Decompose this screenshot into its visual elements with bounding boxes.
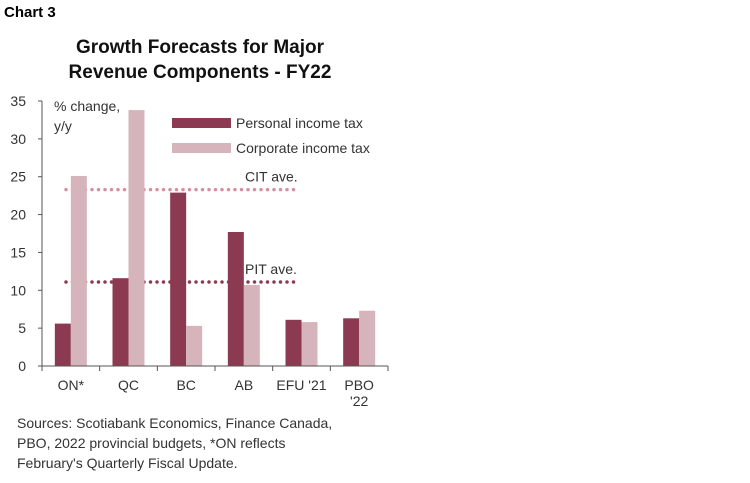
x-category-label-line: QC (118, 377, 139, 393)
bar-personal-income-tax (112, 278, 129, 366)
bar-corporate-income-tax (128, 110, 145, 366)
chart-title-line-1: Growth Forecasts for Major (75, 37, 325, 58)
y-tick-label: 25 (10, 169, 26, 185)
y-tick-label: 10 (10, 282, 26, 298)
legend-label: Corporate income tax (236, 140, 370, 156)
bar-personal-income-tax (343, 318, 360, 366)
y-axis-title: % change, y/y (54, 98, 120, 134)
x-category-label: ON* (58, 377, 85, 393)
bars (54, 110, 376, 366)
x-category-label-line: PBO (344, 377, 374, 393)
bar-corporate-income-tax (301, 322, 318, 366)
x-category-label: BC (176, 377, 195, 393)
bar-corporate-income-tax (186, 325, 203, 366)
y-tick-label: 30 (10, 131, 26, 147)
source-line-2: PBO, 2022 provincial budgets, *ON reflec… (17, 435, 286, 451)
source-line-1: Sources: Scotiabank Economics, Finance C… (17, 415, 333, 431)
y-tick-label: 20 (10, 207, 26, 223)
average-lines: CIT ave. PIT ave. (64, 169, 298, 284)
source-note: Sources: Scotiabank Economics, Finance C… (17, 413, 332, 473)
x-category-label: PBO '22 (344, 377, 374, 409)
average-label: PIT ave. (245, 261, 297, 277)
x-category-label-line: AB (234, 377, 253, 393)
x-category-label: EFU '21 (276, 377, 326, 393)
axes: 0 5 10 15 20 25 30 35 ON* QC BC AB EFU '21 PBO '22 (10, 93, 389, 409)
bar-personal-income-tax (54, 323, 71, 366)
y-tick-label: 0 (18, 358, 26, 374)
y-axis-title-line: y/y (54, 118, 72, 134)
y-tick-label: 15 (10, 244, 26, 260)
bar-personal-income-tax (170, 192, 187, 366)
source-line-3: February's Quarterly Fiscal Update. (17, 455, 238, 471)
x-category-label-line: ON* (58, 377, 85, 393)
legend: Personal income tax Corporate income tax (172, 115, 370, 156)
bar-personal-income-tax (227, 231, 244, 366)
y-tick-label: 5 (18, 320, 26, 336)
chart-title-line-2: Revenue Components - FY22 (68, 62, 332, 83)
y-axis-title-line: % change, (54, 98, 120, 114)
bar-corporate-income-tax (70, 175, 87, 366)
bar-personal-income-tax (285, 319, 302, 366)
x-category-label: QC (118, 377, 139, 393)
x-category-label-line: BC (176, 377, 195, 393)
x-category-label-line: EFU '21 (276, 377, 326, 393)
x-category-label-line: '22 (350, 393, 368, 409)
legend-label: Personal income tax (236, 115, 363, 131)
y-tick-label: 35 (10, 93, 26, 109)
legend-swatch (172, 143, 231, 153)
bar-corporate-income-tax (359, 310, 376, 366)
chart-number-label: Chart 3 (4, 4, 56, 21)
bar-corporate-income-tax (243, 284, 260, 366)
x-category-label: AB (234, 377, 253, 393)
average-label: CIT ave. (245, 169, 298, 185)
chart-title: Growth Forecasts for Major Revenue Compo… (0, 35, 400, 85)
legend-swatch (172, 118, 231, 128)
